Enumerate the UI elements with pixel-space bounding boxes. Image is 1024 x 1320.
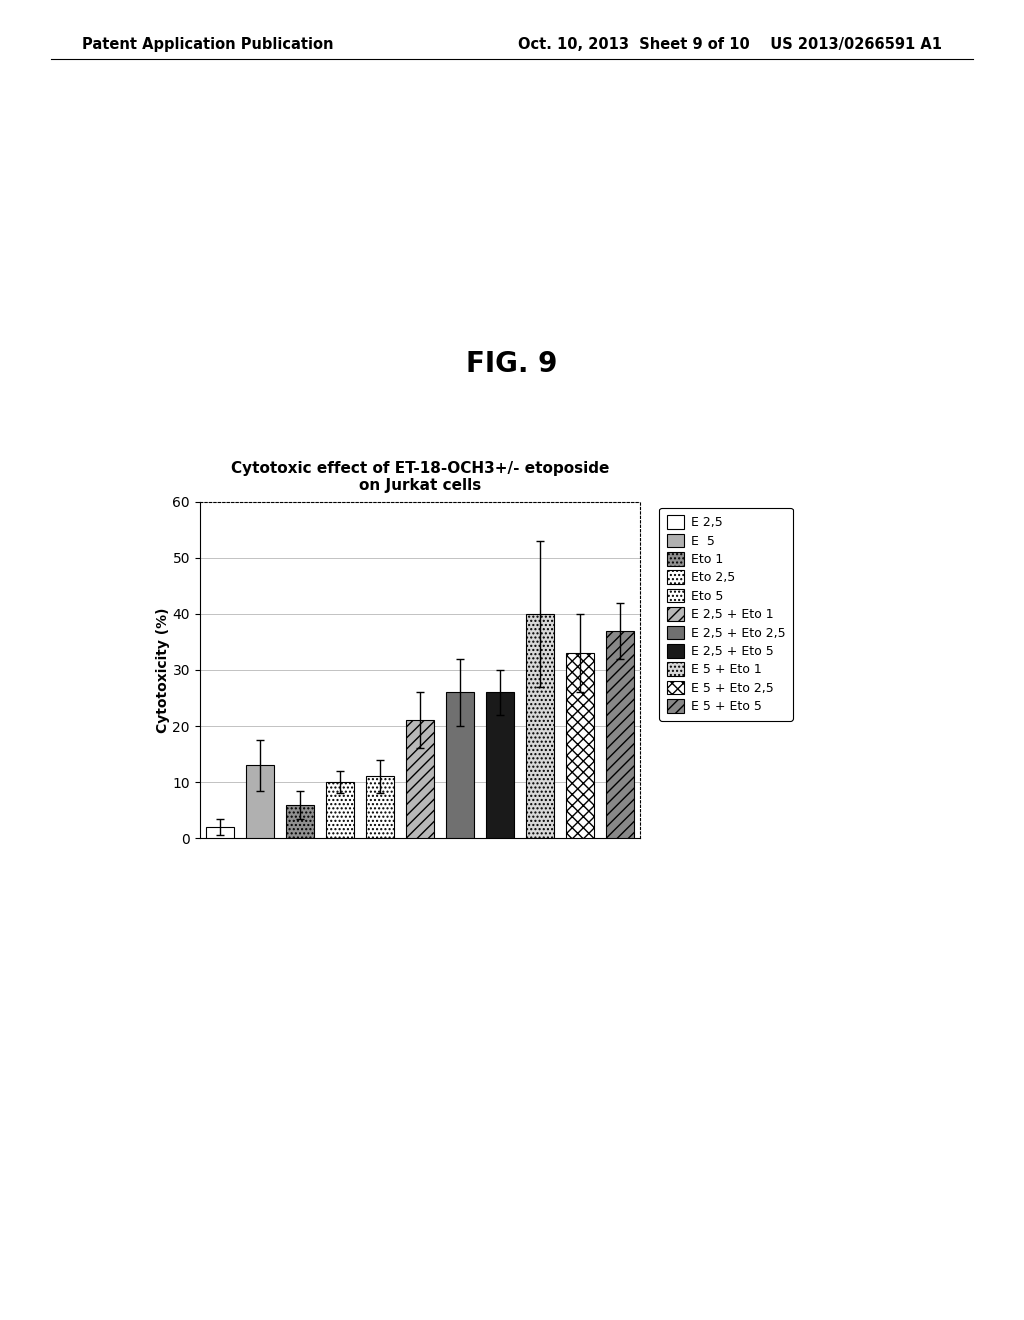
Bar <box>246 766 273 838</box>
Bar <box>286 804 313 838</box>
Bar <box>566 653 594 838</box>
Bar <box>445 692 474 838</box>
Bar <box>326 781 354 838</box>
Title: Cytotoxic effect of ET-18-OCH3+/- etoposide
on Jurkat cells: Cytotoxic effect of ET-18-OCH3+/- etopos… <box>230 461 609 494</box>
Legend: E 2,5, E  5, Eto 1, Eto 2,5, Eto 5, E 2,5 + Eto 1, E 2,5 + Eto 2,5, E 2,5 + Eto : E 2,5, E 5, Eto 1, Eto 2,5, Eto 5, E 2,5… <box>659 508 793 721</box>
Bar <box>606 631 634 838</box>
Bar <box>366 776 394 838</box>
Bar <box>206 826 233 838</box>
Text: Oct. 10, 2013  Sheet 9 of 10    US 2013/0266591 A1: Oct. 10, 2013 Sheet 9 of 10 US 2013/0266… <box>518 37 942 51</box>
Bar <box>486 692 514 838</box>
Text: Patent Application Publication: Patent Application Publication <box>82 37 334 51</box>
Text: FIG. 9: FIG. 9 <box>466 350 558 378</box>
Y-axis label: Cytotoxicity (%): Cytotoxicity (%) <box>156 607 170 733</box>
Bar <box>406 721 434 838</box>
Bar <box>526 614 554 838</box>
